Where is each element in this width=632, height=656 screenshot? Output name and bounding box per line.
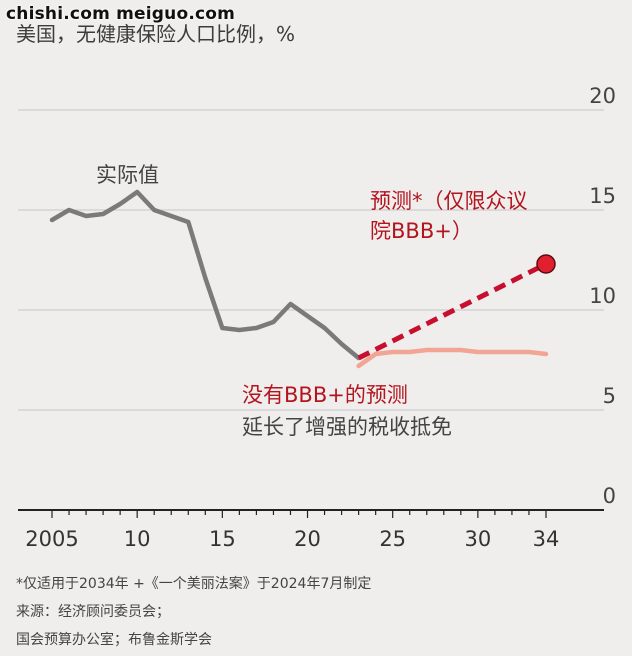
chart-footer: *仅适用于2034年 +《一个美丽法案》于2024年7月制定 来源：经济顾问委员…	[16, 570, 371, 654]
annotation-forecast-line2: 院BBB+）	[370, 219, 473, 243]
y-tick-label-5: 5	[603, 384, 616, 408]
annotation-forecast-line1: 预测*（仅限众议	[370, 189, 528, 213]
x-tick-label-15: 15	[209, 527, 236, 551]
x-tick-label-30: 30	[464, 527, 491, 551]
series-no-bbb-line	[356, 347, 549, 369]
chart: 0 5 10 15 20 2005 10 15 20 25 30 34 实际值预测*（仅限众议院BBB+…	[18, 84, 616, 551]
x-tick-label-20: 20	[294, 527, 321, 551]
annotation-no-bbb-line2: 延长了增强的税收抵免	[242, 415, 452, 439]
y-tick-label-10: 10	[589, 284, 616, 308]
source-line-2: 国会预算办公室；布鲁金斯学会	[16, 632, 212, 648]
forecast-endpoint-marker	[536, 254, 556, 274]
x-tick-label-2005: 2005	[25, 527, 78, 551]
annotation-no-bbb-line1: 没有BBB+的预测	[242, 383, 408, 407]
series-actual-line	[49, 189, 361, 361]
y-tick-label-0: 0	[603, 484, 616, 508]
source-line-1: 来源：经济顾问委员会；	[16, 604, 170, 620]
x-tick-label-34: 34	[533, 527, 560, 551]
series-forecast-bbb-line	[357, 261, 548, 361]
y-tick-label-15: 15	[589, 184, 616, 208]
x-tick-label-10: 10	[124, 527, 151, 551]
y-tick-label-20: 20	[589, 84, 616, 108]
chart-title: 美国，无健康保险人口比例，%	[16, 22, 296, 46]
x-tick-label-25: 25	[379, 527, 406, 551]
watermark-logo: chishi.com meiguo.com	[6, 4, 236, 24]
annotation-actual: 实际值	[96, 163, 159, 187]
footnote: *仅适用于2034年 +《一个美丽法案》于2024年7月制定	[16, 576, 372, 592]
